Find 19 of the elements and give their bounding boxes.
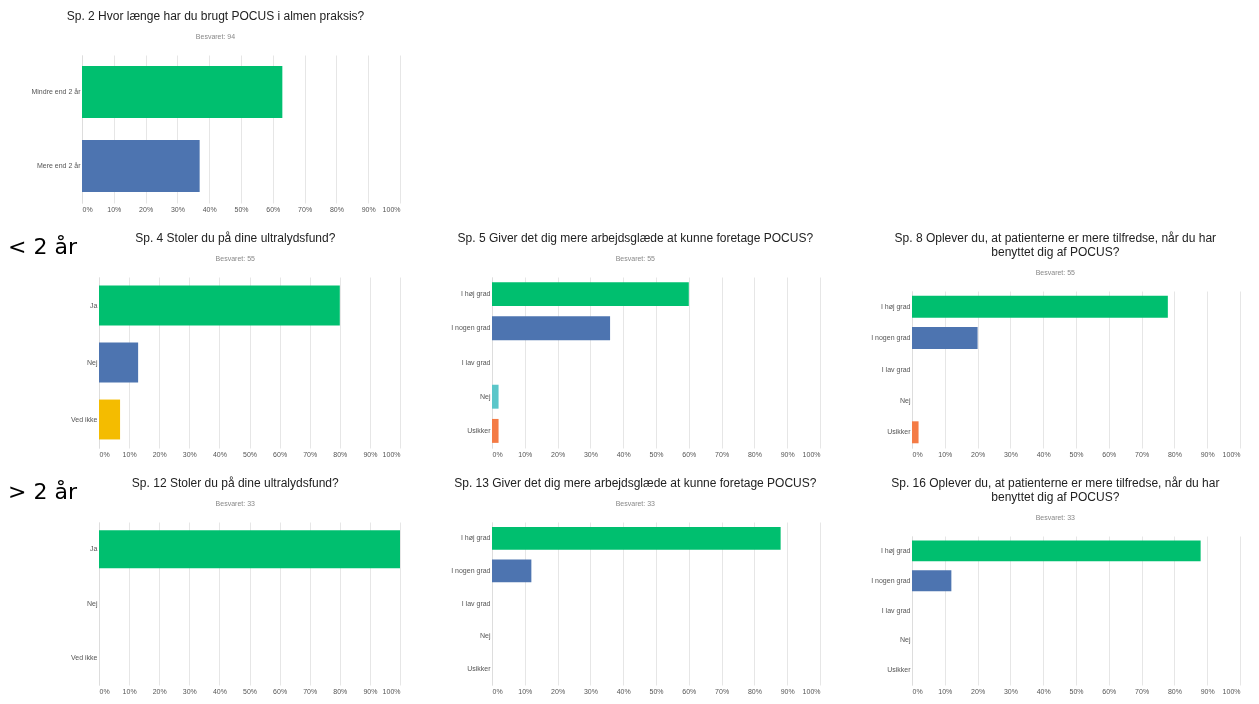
bar	[492, 384, 499, 409]
chart-title: Sp. 16 Oplever du, at patienterne er mere tilfredse, når du har benyttet dig af POCUS?	[891, 476, 1220, 504]
bar	[912, 327, 978, 350]
chart-title: Sp. 8 Oplever du, at patienterne er mere tilfredse, når du har benyttet dig af POCUS?	[894, 231, 1217, 259]
bar	[912, 295, 1168, 318]
text: > 2 år	[8, 479, 77, 504]
bar	[912, 421, 919, 444]
chart-title: Sp. 12 Stoler du på dine ultralydsfund?	[131, 476, 339, 490]
text: < 2 år	[8, 234, 77, 259]
chart-title: Sp. 13 Giver det dig mere arbejdsglæde at kunne foretage POCUS?	[454, 476, 817, 490]
bar	[492, 282, 689, 307]
bar	[99, 399, 121, 440]
chart-title: Sp. 5 Giver det dig mere arbejdsglæde at kunne foretage POCUS?	[457, 231, 814, 245]
bar	[99, 285, 340, 326]
bar	[492, 418, 499, 443]
bar	[492, 316, 611, 341]
bar	[99, 342, 139, 383]
chart-title: Sp. 2 Hvor længe har du brugt POCUS i almen praksis?	[66, 9, 365, 23]
chart-title: Sp. 4 Stoler du på dine ultralydsfund?	[135, 231, 336, 245]
